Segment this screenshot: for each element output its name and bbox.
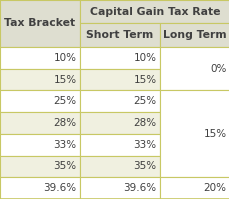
Bar: [80, 90, 159, 112]
Bar: [0, 156, 80, 177]
Bar: [80, 134, 159, 156]
Bar: [0, 112, 80, 134]
Text: 33%: 33%: [133, 140, 156, 150]
Text: Long Term: Long Term: [163, 30, 226, 40]
Text: 35%: 35%: [133, 161, 156, 171]
Bar: [0, 134, 80, 156]
Text: 10%: 10%: [133, 53, 156, 63]
Bar: [0, 177, 80, 199]
Text: Tax Bracket: Tax Bracket: [4, 19, 75, 28]
Text: 20%: 20%: [203, 183, 226, 193]
Bar: [80, 177, 159, 199]
Bar: [80, 0, 229, 23]
Text: Capital Gain Tax Rate: Capital Gain Tax Rate: [89, 7, 219, 17]
Text: Short Term: Short Term: [86, 30, 153, 40]
Bar: [80, 23, 159, 47]
Bar: [0, 90, 80, 112]
Bar: [80, 112, 159, 134]
Bar: [80, 47, 159, 69]
Text: 15%: 15%: [133, 75, 156, 85]
Bar: [159, 177, 229, 199]
Bar: [159, 23, 229, 47]
Bar: [80, 156, 159, 177]
Text: 39.6%: 39.6%: [43, 183, 76, 193]
Text: 28%: 28%: [53, 118, 76, 128]
Text: 35%: 35%: [53, 161, 76, 171]
Text: 0%: 0%: [209, 64, 226, 74]
Bar: [0, 0, 80, 47]
Text: 28%: 28%: [133, 118, 156, 128]
Text: 15%: 15%: [202, 129, 226, 139]
Bar: [159, 90, 229, 177]
Bar: [80, 69, 159, 90]
Text: 15%: 15%: [53, 75, 76, 85]
Bar: [159, 47, 229, 90]
Text: 10%: 10%: [53, 53, 76, 63]
Text: 25%: 25%: [53, 96, 76, 106]
Text: 39.6%: 39.6%: [123, 183, 156, 193]
Text: 25%: 25%: [133, 96, 156, 106]
Bar: [0, 47, 80, 69]
Bar: [0, 69, 80, 90]
Text: 33%: 33%: [53, 140, 76, 150]
